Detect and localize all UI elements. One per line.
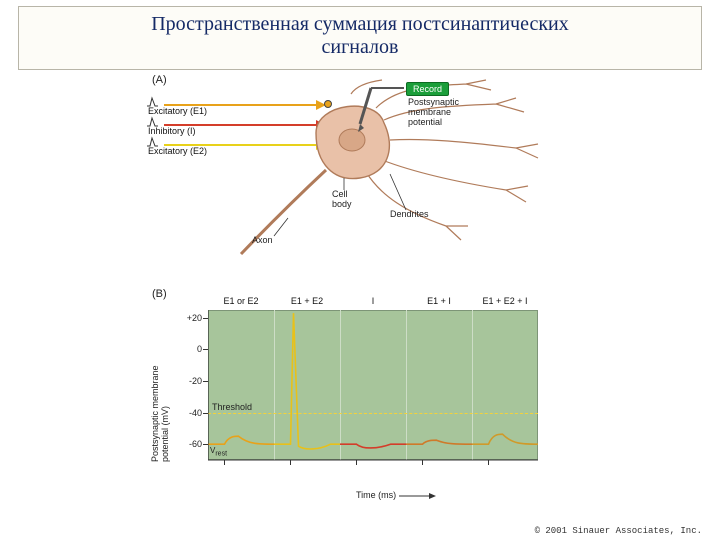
trace-i (340, 444, 406, 448)
trace-e1ore2 (208, 436, 274, 444)
neuron-diagram (146, 78, 576, 258)
trace-e1pi (406, 440, 472, 444)
column-header: E1 + E2 (274, 296, 340, 306)
y-tick-label: -40 (178, 408, 202, 418)
column-header: I (340, 296, 406, 306)
column-header: E1 or E2 (208, 296, 274, 306)
trace-e1e2i (472, 434, 538, 444)
cell-body-label: Cell body (332, 190, 352, 210)
title-line2: сигналов (29, 36, 691, 59)
trace-e1pe2 (274, 313, 340, 449)
title-line1: Пространственная суммация постсинаптичес… (29, 13, 691, 36)
column-header: E1 + I (406, 296, 472, 306)
copyright-text: © 2001 Sinauer Associates, Inc. (535, 526, 702, 536)
figure-b: Postsynaptic membrane potential (mV) +20… (146, 292, 576, 502)
y-tick-label: -20 (178, 376, 202, 386)
x-axis-title: Time (ms) (356, 490, 437, 500)
trace-layer (208, 310, 538, 466)
y-tick-label: -60 (178, 439, 202, 449)
postsyn-potential-label: Postsynaptic membrane potential (408, 98, 459, 128)
record-badge: Record (406, 82, 449, 96)
y-axis-title: Postsynaptic membrane potential (mV) (150, 365, 170, 462)
title-banner: Пространственная суммация постсинаптичес… (18, 6, 702, 70)
axon-label: Axon (252, 236, 273, 246)
column-header: E1 + E2 + I (472, 296, 538, 306)
figure-a: Excitatory (E1)Inhibitory (I)Excitatory … (146, 78, 576, 258)
y-tick-label: 0 (178, 344, 202, 354)
y-tick-label: +20 (178, 313, 202, 323)
dendrites-label: Dendrites (390, 210, 429, 220)
